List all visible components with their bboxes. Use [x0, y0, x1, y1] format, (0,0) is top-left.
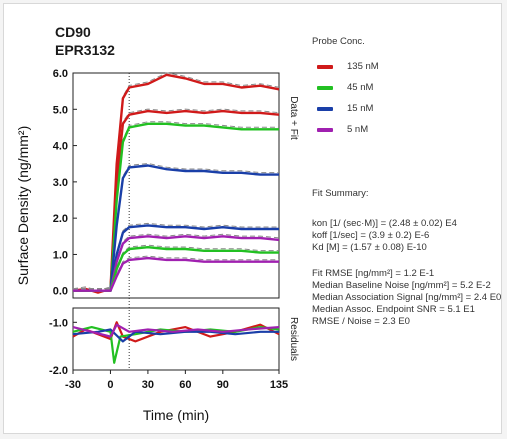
- series-line: [73, 224, 279, 292]
- figure-title-line2: EPR3132: [55, 42, 115, 58]
- kd-value: Kd [M] = (1.57 ± 0.08) E-10: [312, 242, 427, 253]
- legend-item: 15 nM: [312, 98, 502, 119]
- x-tick-label: 0: [107, 379, 113, 391]
- x-tick-label: 30: [142, 379, 154, 391]
- y-tick-label: -1.0: [49, 317, 68, 329]
- x-axis-label: Time (min): [143, 407, 209, 423]
- baseline-noise: Median Baseline Noise [ng/mm²] = 5.2 E-2: [312, 280, 491, 291]
- y-tick-label: 4.0: [53, 141, 68, 153]
- fit-summary-title: Fit Summary:: [312, 188, 369, 199]
- association-signal: Median Association Signal [ng/mm²] = 2.4…: [312, 292, 502, 303]
- figure-title-line1: CD90: [55, 24, 91, 40]
- series-line: [73, 256, 279, 292]
- y-tick-label: 2.0: [53, 213, 68, 225]
- panel-label-residuals: Residuals: [288, 317, 299, 361]
- legend-swatch: [317, 127, 333, 132]
- series-line: [73, 246, 279, 292]
- series-line: [73, 164, 279, 292]
- figure-frame: [3, 3, 502, 434]
- legend-item: 45 nM: [312, 77, 502, 98]
- endpoint-snr: Median Assoc. Endpoint SNR = 5.1 E1: [312, 304, 475, 315]
- legend: 135 nM 45 nM 15 nM 5 nM: [312, 56, 502, 140]
- fit-line: [72, 72, 280, 292]
- side-panel: Probe Conc. 135 nM 45 nM 15 nM 5 nM Fit …: [312, 36, 502, 328]
- fit-line: [73, 222, 279, 290]
- residual-line: [72, 328, 279, 343]
- kon-value: kon [1/ (sec·M)] = (2.48 ± 0.02) E4: [312, 218, 457, 229]
- legend-item: 135 nM: [312, 56, 502, 77]
- legend-label: 135 nM: [347, 61, 379, 72]
- y-tick-label: 3.0: [53, 177, 68, 189]
- fit-line: [73, 162, 279, 290]
- y-tick-label: 6.0: [53, 68, 68, 80]
- main-plot-frame: [72, 72, 280, 299]
- fit-rmse: Fit RMSE [ng/mm²] = 1.2 E-1: [312, 268, 435, 279]
- fit-line: [73, 255, 279, 290]
- x-tick-label: -30: [65, 379, 81, 391]
- series-line: [73, 122, 279, 292]
- y-axis-label: Surface Density (ng/mm²): [15, 126, 31, 285]
- rmse-noise-ratio: RMSE / Noise = 2.3 E0: [312, 316, 410, 327]
- chart-marks: [72, 72, 280, 364]
- legend-label: 5 nM: [347, 124, 369, 135]
- legend-swatch: [317, 85, 333, 90]
- fit-line: [73, 121, 279, 290]
- legend-label: 15 nM: [347, 103, 374, 114]
- y-tick-label: 1.0: [53, 249, 68, 261]
- series-line: [73, 235, 280, 292]
- legend-swatch: [317, 64, 333, 69]
- x-tick-label: 135: [270, 379, 288, 391]
- y-tick-label: 0.0: [53, 286, 68, 298]
- y-tick-label: 5.0: [53, 104, 68, 116]
- legend-label: 45 nM: [347, 82, 374, 93]
- legend-swatch: [317, 106, 333, 111]
- y-tick-label: -2.0: [49, 365, 68, 377]
- residual-line: [72, 323, 280, 338]
- chart-labels: 0.0 1.0 2.0 3.0 4.0 5.0 6.0 -1.0 -2.0 -30 0 30 60 90 1…: [15, 68, 299, 423]
- series-line: [73, 109, 280, 292]
- koff-value: koff [1/sec] = (3.9 ± 0.2) E-6: [312, 230, 430, 241]
- legend-title: Probe Conc.: [312, 36, 365, 47]
- x-tick-label: 90: [217, 379, 229, 391]
- panel-label-data-fit: Data + Fit: [288, 96, 299, 140]
- legend-item: 5 nM: [312, 119, 502, 140]
- residual-plot-frame: [72, 307, 280, 371]
- x-tick-label: 60: [179, 379, 191, 391]
